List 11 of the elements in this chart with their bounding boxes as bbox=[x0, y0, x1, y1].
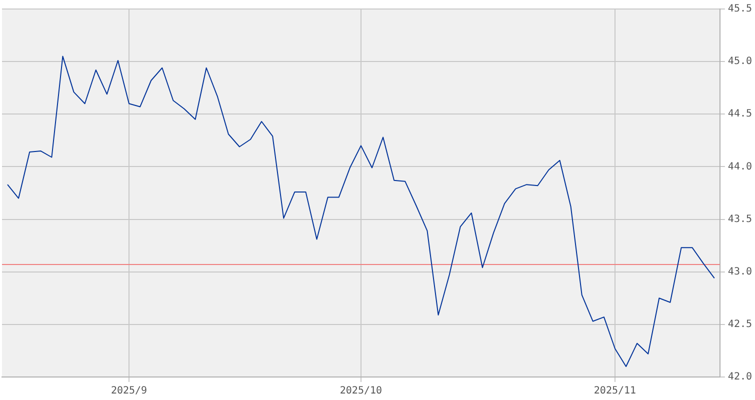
y-tick-label: 45.0 bbox=[728, 56, 752, 68]
y-tick-label: 45.5 bbox=[728, 4, 752, 15]
y-tick-label: 42.0 bbox=[728, 372, 752, 383]
y-tick-label: 44.5 bbox=[728, 108, 752, 120]
y-tick-label: 44.0 bbox=[728, 161, 752, 172]
y-tick-label: 43.0 bbox=[728, 266, 752, 278]
x-tick-label: 2025/9 bbox=[110, 386, 148, 397]
x-tick-label: 2025/11 bbox=[594, 386, 636, 397]
y-tick-label: 43.5 bbox=[728, 214, 752, 225]
x-tick-label: 2025/10 bbox=[340, 386, 382, 397]
y-tick-label: 42.5 bbox=[728, 319, 752, 330]
